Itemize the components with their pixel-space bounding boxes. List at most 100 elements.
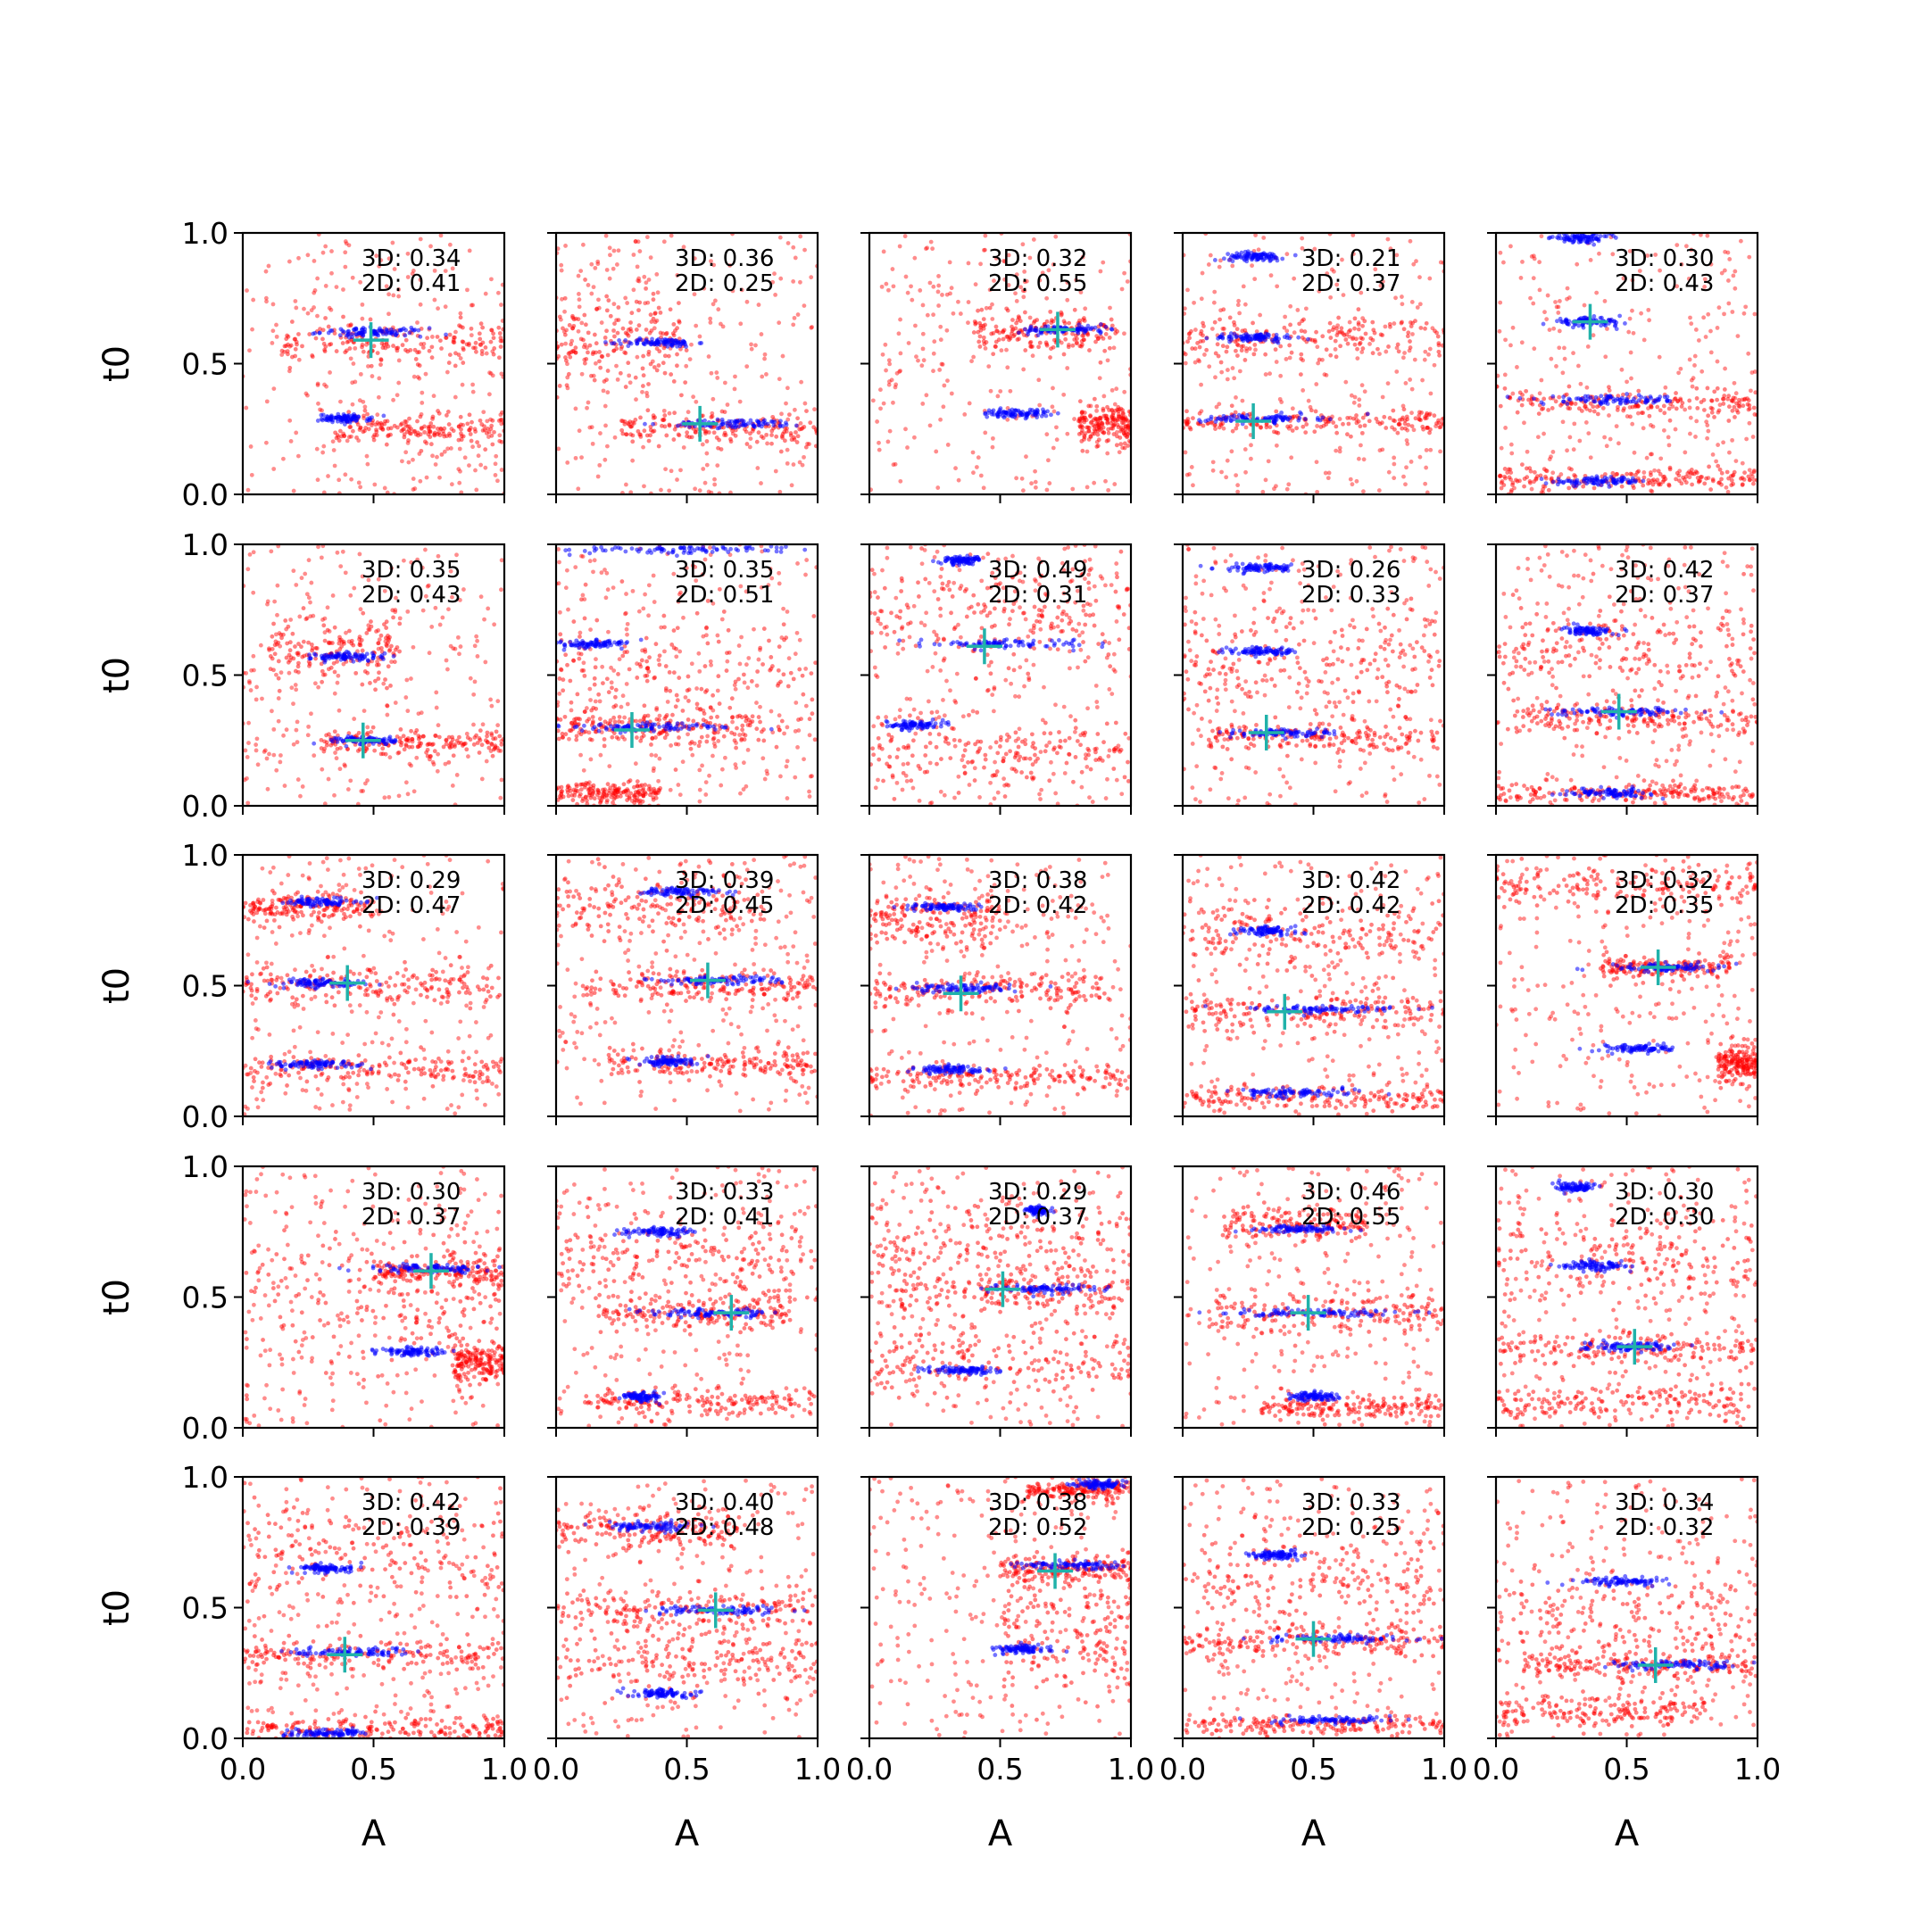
- blue-point: [677, 344, 682, 348]
- red-point: [489, 277, 494, 281]
- red-point: [802, 303, 807, 308]
- red-point: [621, 327, 626, 331]
- red-point: [1230, 264, 1234, 269]
- red-point: [405, 349, 410, 353]
- red-point: [598, 366, 602, 370]
- red-point: [1523, 477, 1527, 481]
- red-point: [457, 481, 461, 485]
- red-point: [1540, 234, 1544, 238]
- red-point: [635, 300, 639, 304]
- red-point: [1231, 366, 1235, 370]
- red-point: [558, 315, 562, 319]
- red-point: [1640, 410, 1644, 415]
- red-point: [1317, 358, 1322, 362]
- blue-point: [1025, 412, 1029, 417]
- red-point: [675, 326, 679, 330]
- red-point: [415, 419, 420, 424]
- red-point: [1536, 435, 1541, 439]
- red-point: [354, 435, 359, 440]
- red-point: [893, 462, 898, 467]
- red-point: [1184, 419, 1189, 423]
- red-point: [1118, 450, 1122, 454]
- red-point: [1391, 409, 1395, 413]
- blue-point: [1318, 419, 1323, 423]
- red-point: [1409, 345, 1413, 350]
- red-point: [1216, 342, 1220, 346]
- red-point: [312, 291, 316, 295]
- red-point: [763, 352, 768, 357]
- red-point: [898, 479, 902, 484]
- red-point: [1589, 455, 1593, 460]
- red-point: [338, 767, 343, 771]
- blue-point: [1599, 394, 1603, 398]
- red-point: [1727, 404, 1732, 409]
- blue-point: [394, 333, 398, 337]
- blue-point: [1628, 400, 1633, 404]
- red-point: [1032, 237, 1036, 242]
- red-point: [1379, 332, 1384, 336]
- red-point: [1355, 356, 1359, 361]
- red-point: [1010, 318, 1015, 322]
- blue-point: [619, 342, 623, 346]
- red-point: [593, 378, 597, 383]
- blue-point: [1609, 319, 1614, 324]
- red-point: [1719, 477, 1724, 481]
- red-point: [411, 645, 416, 650]
- red-point: [1726, 419, 1731, 423]
- red-point: [614, 364, 619, 369]
- red-point: [777, 377, 782, 381]
- red-point: [1416, 305, 1420, 310]
- red-point: [931, 312, 935, 317]
- red-point: [1377, 352, 1382, 356]
- red-point: [1586, 344, 1591, 349]
- red-point: [592, 285, 596, 289]
- red-point: [1538, 287, 1542, 292]
- red-point: [296, 256, 301, 261]
- blue-point: [351, 659, 355, 664]
- red-point: [433, 298, 437, 303]
- red-point: [683, 380, 687, 385]
- blue-point: [334, 654, 338, 659]
- blue-point: [1561, 400, 1566, 404]
- red-point: [1705, 234, 1709, 238]
- red-point: [367, 427, 371, 431]
- red-point: [429, 344, 434, 349]
- red-point: [290, 632, 295, 636]
- blue-point: [1028, 326, 1033, 330]
- blue-point: [1281, 419, 1285, 423]
- red-point: [975, 465, 979, 469]
- red-point: [1028, 316, 1033, 320]
- red-point: [624, 483, 628, 487]
- red-point: [281, 734, 286, 738]
- red-point: [1360, 383, 1365, 387]
- red-point: [1636, 469, 1641, 474]
- blue-point: [1586, 236, 1591, 241]
- red-point: [1566, 485, 1571, 490]
- red-point: [877, 448, 882, 452]
- red-point: [1101, 431, 1106, 435]
- red-point: [412, 375, 417, 379]
- red-point: [589, 374, 594, 378]
- red-point: [634, 376, 638, 380]
- red-point: [1620, 485, 1625, 489]
- red-point: [1067, 344, 1071, 349]
- red-point: [932, 339, 936, 344]
- red-point: [267, 264, 271, 269]
- red-point: [694, 430, 698, 435]
- red-point: [1199, 339, 1203, 344]
- red-point: [480, 349, 485, 353]
- blue-point: [778, 419, 783, 423]
- red-point: [491, 373, 495, 377]
- red-point: [1628, 414, 1633, 419]
- red-point: [1630, 309, 1634, 313]
- red-point: [604, 328, 609, 333]
- blue-point: [318, 330, 322, 335]
- red-point: [1190, 346, 1194, 351]
- red-point: [1649, 470, 1653, 475]
- blue-point: [1591, 314, 1596, 319]
- metric-3d-label: 3D: 0.36: [675, 245, 774, 272]
- red-point: [1691, 376, 1696, 380]
- red-point: [1567, 406, 1572, 410]
- red-point: [447, 361, 452, 365]
- red-point: [1274, 347, 1278, 352]
